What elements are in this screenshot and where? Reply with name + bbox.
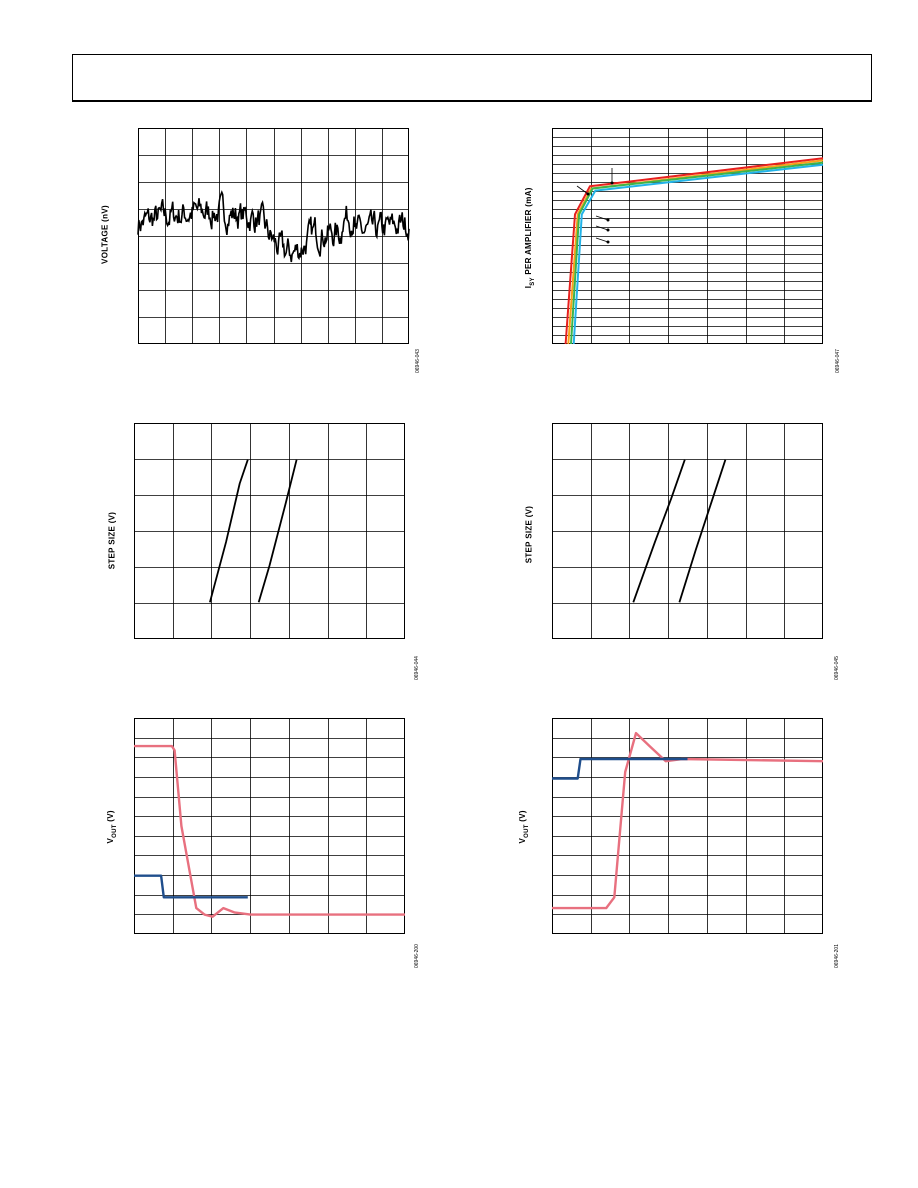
supply-arrow-head xyxy=(606,218,610,222)
vout-series-line-1 xyxy=(134,874,248,899)
vout-series-line-0 xyxy=(134,744,405,918)
supply-annotation-arrow xyxy=(595,237,609,243)
voltage-noise-chart xyxy=(137,128,410,344)
step-series-line-0 xyxy=(209,459,249,603)
supply-series-line-0 xyxy=(564,157,824,345)
vout-falling-ylabel-rest: (V) xyxy=(106,810,116,825)
vout-falling-fig-id: 06946-200 xyxy=(414,944,420,968)
supply-current-ylabel: ISY PER AMPLIFIER (mA) xyxy=(524,158,536,318)
step-size-left-fig-id: 06946-044 xyxy=(414,656,420,680)
supply-current-ylabel-rest: PER AMPLIFIER (mA) xyxy=(524,187,534,278)
step-series-line-0 xyxy=(632,459,686,603)
page-header-box xyxy=(72,54,872,102)
supply-current-fig-id: 06946-047 xyxy=(835,349,841,373)
supply-frame xyxy=(552,128,823,344)
supply-series-line-2 xyxy=(570,161,824,345)
step-series-line-1 xyxy=(678,459,727,603)
supply-current-chart xyxy=(552,128,824,345)
vout-rising-ylabel: VOUT (V) xyxy=(518,787,530,867)
supply-annotation-arrow xyxy=(576,185,589,195)
vout-falling-ylabel-main: V xyxy=(106,837,116,844)
supply-current-ylabel-sub: SY xyxy=(529,277,536,286)
voltage-noise-fig-id: 06946-043 xyxy=(415,349,421,373)
supply-arrow-head xyxy=(606,228,610,232)
supply-series-line-3 xyxy=(572,163,824,345)
supply-arrow-head xyxy=(610,181,614,185)
supply-annotation-arrow xyxy=(595,215,609,221)
supply-arrow-head xyxy=(586,192,590,196)
step-size-right-ylabel: STEP SIZE (V) xyxy=(524,505,534,564)
step-size-chart-right xyxy=(552,423,823,639)
vout-falling-ylabel-sub: OUT xyxy=(111,824,118,838)
step-series-line-1 xyxy=(257,459,298,603)
supply-current-ylabel-main: I xyxy=(524,285,534,289)
step3-frame xyxy=(552,423,823,639)
vout-rising-ylabel-rest: (V) xyxy=(518,810,528,825)
step-size-right-fig-id: 06946-045 xyxy=(834,656,840,680)
vout-rising-ylabel-main: V xyxy=(518,837,528,844)
supply-arrow-head xyxy=(606,240,610,244)
vout-rising-fig-id: 06946-201 xyxy=(834,944,840,968)
vout-series-line-1 xyxy=(552,757,688,780)
vout-rising-chart xyxy=(552,718,824,934)
vout-falling-chart xyxy=(134,718,405,934)
step-size-left-ylabel: STEP SIZE (V) xyxy=(107,511,117,570)
step-size-chart-left xyxy=(134,423,405,639)
vout4-frame xyxy=(134,718,405,934)
vout-falling-ylabel: VOUT (V) xyxy=(106,787,118,867)
voltage-noise-ylabel: VOLTAGE (nV) xyxy=(100,205,110,264)
noise-trace xyxy=(137,190,410,263)
vout5-frame xyxy=(552,718,823,934)
supply-series-line-1 xyxy=(567,159,824,345)
vout-rising-ylabel-sub: OUT xyxy=(523,824,530,838)
supply-annotation-arrow xyxy=(595,225,609,231)
step2-frame xyxy=(134,423,405,639)
